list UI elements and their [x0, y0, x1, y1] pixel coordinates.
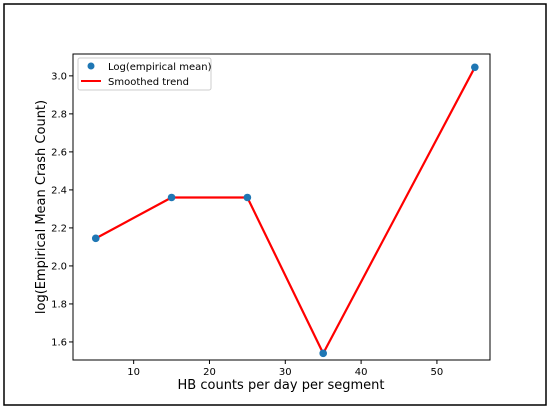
- legend-label-scatter: Log(empirical mean): [108, 62, 212, 73]
- data-point: [471, 63, 479, 72]
- y-tick-label: 2.6: [51, 147, 67, 158]
- data-point: [167, 193, 176, 202]
- y-tick-label: 3.0: [51, 71, 67, 82]
- data-point: [243, 193, 252, 202]
- legend-box: [77, 57, 212, 91]
- x-axis-ticks: 10 20 30 40 50: [127, 360, 443, 378]
- y-tick-label: 2.8: [51, 109, 67, 120]
- x-tick-label: 40: [355, 367, 368, 378]
- y-axis-ticks: 1.6 1.8 2.0 2.2 2.4 2.6 2.8 3.0: [51, 71, 73, 348]
- plot-area: [72, 53, 491, 361]
- legend: Log(empirical mean) Smoothed trend: [77, 57, 212, 91]
- x-tick-label: 10: [127, 367, 140, 378]
- y-tick-label: 2.4: [51, 185, 67, 196]
- x-tick-label: 20: [203, 367, 216, 378]
- y-tick-label: 1.8: [51, 299, 67, 310]
- y-axis-label: log(Empirical Mean Crash Count): [34, 100, 49, 314]
- x-tick-label: 50: [431, 367, 444, 378]
- y-tick-label: 1.6: [51, 337, 67, 348]
- legend-marker-scatter: [87, 62, 95, 70]
- x-axis-label: HB counts per day per segment: [178, 378, 385, 393]
- y-tick-label: 2.0: [51, 261, 67, 272]
- data-point: [319, 349, 328, 358]
- y-tick-label: 2.2: [51, 223, 67, 234]
- x-tick-label: 30: [279, 367, 292, 378]
- legend-label-line: Smoothed trend: [108, 77, 189, 88]
- data-point: [91, 234, 100, 243]
- series-layer: [91, 63, 479, 358]
